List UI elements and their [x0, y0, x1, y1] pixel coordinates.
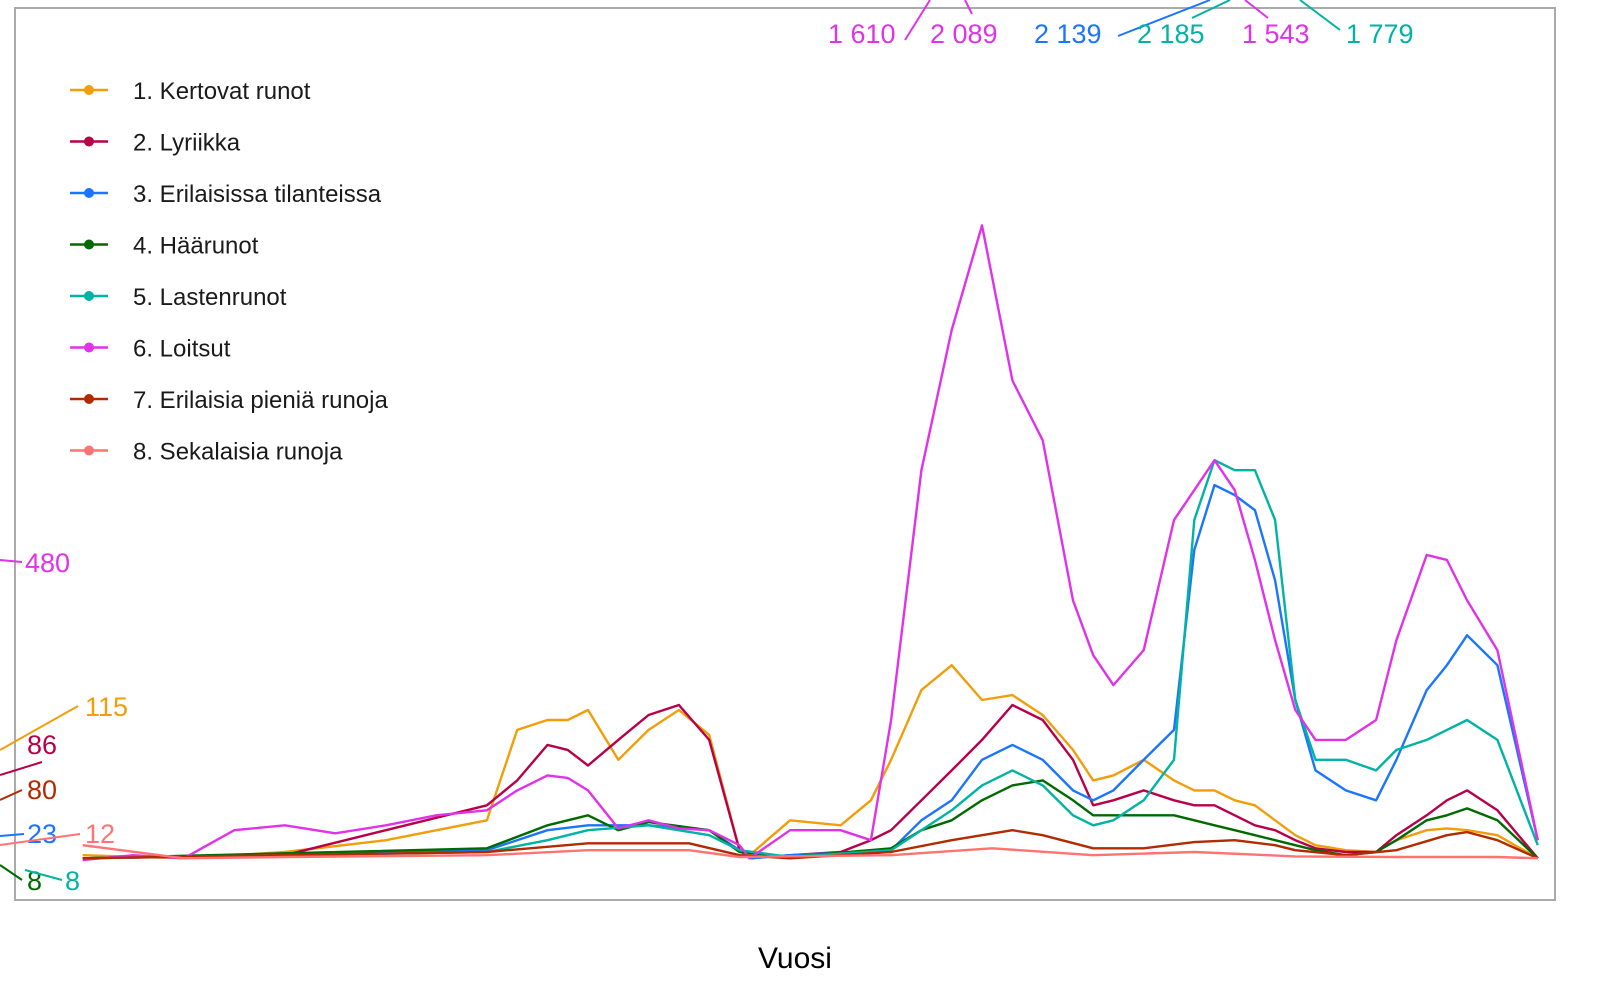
- legend-label: 8. Sekalaisia runoja: [133, 439, 343, 466]
- legend-label: 3. Erilaisissa tilanteissa: [133, 181, 382, 208]
- legend-dot: [84, 342, 94, 353]
- annotation-leader: [0, 864, 23, 881]
- series-line: [82, 459, 1539, 860]
- annotation-label: 2 139: [1034, 19, 1102, 49]
- annotation-label: 480: [25, 548, 70, 578]
- annotation-label: 1 779: [1346, 19, 1414, 49]
- legend-label: 7. Erilaisia pieniä runoja: [133, 387, 388, 414]
- annotation-label: 2 089: [930, 19, 998, 49]
- annotation-leader: [0, 833, 25, 837]
- annotation-label: 1 543: [1242, 19, 1310, 49]
- plot-frame: [14, 7, 1556, 901]
- annotation-label: 80: [27, 775, 57, 805]
- series-line: [82, 829, 1539, 860]
- annotation-label: 23: [27, 819, 57, 849]
- plot-lines: [82, 224, 1539, 862]
- series-line: [82, 703, 1539, 860]
- legend-dot: [84, 136, 94, 147]
- annotation-leader: [904, 0, 931, 41]
- annotation-leader: [0, 559, 23, 563]
- legend-label: 2. Lyriikka: [133, 130, 241, 157]
- series-line: [82, 844, 1538, 860]
- annotation-label: 115: [85, 692, 128, 722]
- series-line: [82, 224, 1539, 862]
- legend: 1. Kertovat runot 2. Lyriikka 3. Erilaisis…: [70, 78, 388, 466]
- annotation-label: 8: [65, 866, 80, 896]
- annotation-leader: [964, 0, 973, 15]
- annotation-label: 12: [85, 819, 115, 849]
- annotation-label: 86: [27, 730, 57, 760]
- annotation-leader: [1191, 0, 1231, 19]
- annotation-leader: [0, 705, 79, 751]
- legend-label: 5. Lastenrunot: [133, 284, 287, 311]
- legend-dot: [84, 291, 94, 301]
- legend-label: 1. Kertovat runot: [133, 78, 311, 105]
- annotation-leader: [0, 833, 81, 846]
- legend-dot: [84, 188, 94, 198]
- series-line: [82, 779, 1539, 860]
- annotation-leader: [0, 789, 23, 801]
- annotation-label: 2 185: [1137, 19, 1205, 49]
- legend-label: 6. Loitsut: [133, 336, 231, 363]
- series-line: [82, 664, 1539, 860]
- annotation-leader: [1117, 0, 1211, 37]
- x-axis-title: Vuosi: [758, 942, 832, 975]
- annotation-leader: [0, 761, 43, 776]
- legend-dot: [84, 394, 94, 404]
- annotation-leader: [1299, 0, 1341, 31]
- legend-label: 4. Häärunot: [133, 233, 259, 260]
- annotation-leader: [1244, 0, 1269, 19]
- legend-dot: [84, 445, 94, 456]
- annotation-label: 1 610: [828, 19, 896, 49]
- legend-dot: [84, 85, 94, 95]
- legend-dot: [84, 239, 94, 250]
- annotation-leader: [24, 869, 63, 881]
